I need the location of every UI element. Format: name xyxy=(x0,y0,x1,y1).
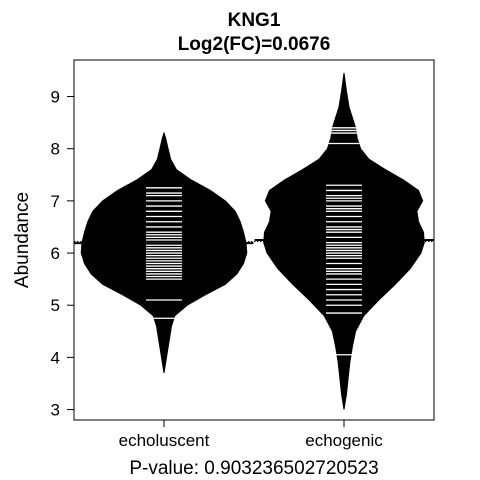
y-tick-label: 9 xyxy=(51,88,60,107)
chart-subtitle: Log2(FC)=0.0676 xyxy=(178,34,331,55)
y-tick-label: 3 xyxy=(51,401,60,420)
x-axis: echoluscent echogenic xyxy=(119,420,383,450)
x-tick-label: echogenic xyxy=(305,431,383,450)
y-tick-label: 5 xyxy=(51,296,60,315)
y-tick-label: 8 xyxy=(51,140,60,159)
plot-frame xyxy=(73,59,435,421)
y-axis-label: Abundance xyxy=(12,192,33,288)
plot-area xyxy=(74,72,434,410)
bean-shape-echogenic xyxy=(263,72,425,410)
y-tick-label: 7 xyxy=(51,192,60,211)
x-tick-label: echoluscent xyxy=(119,431,210,450)
y-tick-label: 6 xyxy=(51,244,60,263)
y-tick-label: 4 xyxy=(51,348,60,367)
y-axis: 3 4 5 6 7 8 9 xyxy=(51,88,74,420)
x-axis-label: P-value: 0.903236502720523 xyxy=(129,458,378,479)
chart-title: KNG1 xyxy=(228,10,281,31)
